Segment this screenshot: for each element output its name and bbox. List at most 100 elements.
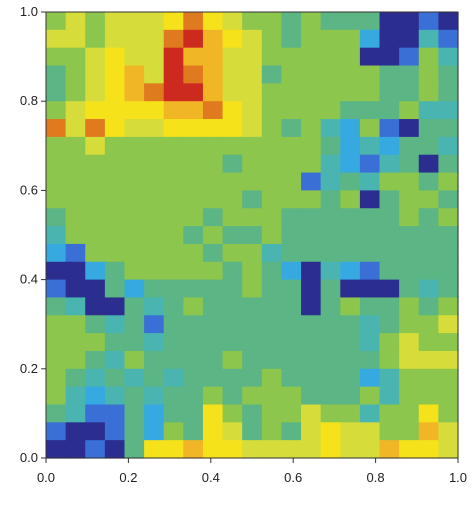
heatmap-cell: [144, 368, 165, 388]
heatmap-cell: [320, 422, 341, 441]
heatmap-cell: [46, 243, 67, 263]
heatmap-cell: [281, 83, 302, 102]
heatmap-cell: [418, 422, 439, 441]
heatmap-cell: [418, 440, 439, 459]
heatmap-cell: [438, 261, 459, 281]
heatmap-cell: [183, 243, 204, 263]
heatmap-cell: [399, 368, 420, 388]
heatmap-cell: [183, 101, 204, 120]
heatmap-cell: [65, 83, 86, 102]
heatmap-cell: [320, 172, 341, 191]
heatmap-cell: [261, 172, 283, 191]
heatmap-cell: [438, 154, 459, 174]
heatmap-cell: [359, 83, 381, 102]
heatmap-cell: [104, 119, 126, 138]
heatmap-cell: [301, 243, 322, 263]
heatmap-cell: [222, 404, 243, 423]
plot-frame: [45, 11, 459, 459]
heatmap-cell: [202, 208, 224, 227]
heatmap-cell: [65, 29, 86, 49]
heatmap-cell: [281, 136, 302, 156]
heatmap-cell: [261, 368, 283, 388]
heatmap-cell: [104, 333, 126, 352]
heatmap-cell: [301, 47, 322, 67]
heatmap-cell: [418, 101, 439, 120]
heatmap-cell: [261, 404, 283, 423]
y-tick-label: 0.2: [20, 361, 38, 376]
heatmap-cell: [261, 297, 283, 316]
heatmap-cell: [418, 404, 439, 423]
heatmap-cell: [104, 65, 126, 84]
heatmap-cell: [202, 279, 224, 299]
heatmap-cell: [222, 101, 243, 120]
heatmap-cell: [242, 190, 263, 209]
heatmap-cell: [124, 368, 145, 388]
heatmap-cell: [202, 154, 224, 174]
heatmap-cell: [418, 12, 439, 31]
heatmap-cell: [65, 422, 86, 441]
heatmap-cell: [438, 297, 459, 316]
heatmap-cell: [281, 190, 302, 209]
heatmap-cell: [379, 368, 400, 388]
heatmap-cell: [281, 297, 302, 316]
heatmap-cell: [301, 226, 322, 245]
heatmap-cell: [379, 12, 400, 31]
heatmap-cell: [359, 101, 381, 120]
heatmap-cell: [399, 243, 420, 263]
x-tick-label: 0.0: [37, 470, 55, 485]
heatmap-cell: [46, 119, 67, 138]
heatmap-cell: [438, 279, 459, 299]
heatmap-cell: [65, 404, 86, 423]
heatmap-cell: [281, 333, 302, 352]
heatmap-cell: [359, 404, 381, 423]
heatmap-cell: [399, 315, 420, 334]
heatmap-cell: [202, 190, 224, 209]
heatmap-cell: [104, 350, 126, 370]
heatmap-cell: [281, 350, 302, 370]
heatmap-cell: [418, 136, 439, 156]
heatmap-cell: [65, 172, 86, 191]
heatmap-cell: [183, 279, 204, 299]
heatmap-cell: [301, 333, 322, 352]
heatmap-cell: [183, 404, 204, 423]
heatmap-cell: [202, 83, 224, 102]
heatmap-cell: [242, 261, 263, 281]
x-axis: 0.0 0.2 0.4 0.6 0.8 1.0: [37, 458, 467, 485]
heatmap-cell: [399, 350, 420, 370]
heatmap-cell: [301, 261, 322, 281]
heatmap-cell: [399, 440, 420, 459]
heatmap-cell: [104, 422, 126, 441]
heatmap-cell: [320, 29, 341, 49]
heatmap-cell: [281, 101, 302, 120]
heatmap-cell: [144, 243, 165, 263]
heatmap-cell: [418, 386, 439, 406]
heatmap-cells: [46, 12, 459, 459]
heatmap-cell: [438, 83, 459, 102]
heatmap-cell: [359, 190, 381, 209]
heatmap-cell: [242, 12, 263, 31]
heatmap-cell: [222, 368, 243, 388]
heatmap-cell: [85, 243, 106, 263]
heatmap-cell: [65, 243, 86, 263]
heatmap-cell: [222, 29, 243, 49]
heatmap-cell: [418, 261, 439, 281]
heatmap-cell: [438, 315, 459, 334]
heatmap-cell: [359, 333, 381, 352]
heatmap-cell: [340, 101, 361, 120]
heatmap-cell: [242, 136, 263, 156]
heatmap-cell: [85, 136, 106, 156]
heatmap-cell: [418, 243, 439, 263]
heatmap-cell: [379, 422, 400, 441]
heatmap-cell: [144, 172, 165, 191]
heatmap-cell: [46, 261, 67, 281]
heatmap-cell: [124, 404, 145, 423]
heatmap-cell: [379, 226, 400, 245]
heatmap-cell: [340, 119, 361, 138]
heatmap-cell: [438, 350, 459, 370]
heatmap-cell: [104, 12, 126, 31]
heatmap-cell: [242, 47, 263, 67]
heatmap-cell: [359, 368, 381, 388]
heatmap-cell: [320, 386, 341, 406]
heatmap-cell: [379, 154, 400, 174]
heatmap-cell: [379, 29, 400, 49]
